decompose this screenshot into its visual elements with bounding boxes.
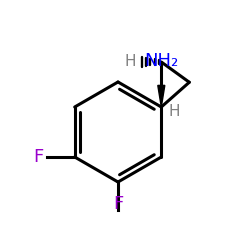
Text: F: F	[34, 148, 44, 166]
Polygon shape	[158, 86, 165, 107]
Text: NH₂: NH₂	[144, 52, 178, 70]
Text: H: H	[125, 54, 136, 70]
Text: H: H	[168, 104, 180, 119]
Text: F: F	[113, 195, 123, 213]
